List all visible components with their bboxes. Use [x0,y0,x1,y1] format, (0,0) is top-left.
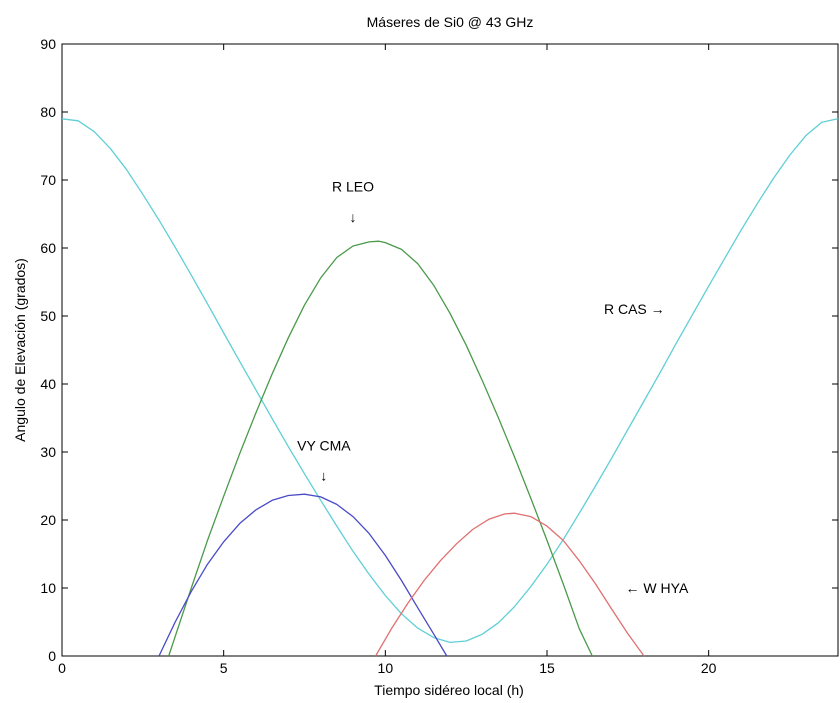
y-axis-label: Angulo de Elevación (grados) [12,258,28,442]
y-tick-label: 70 [40,172,56,188]
y-tick-label: 60 [40,240,56,256]
annotation-label: VY CMA [297,438,351,454]
series-line-whya [375,512,645,657]
chart-title: Máseres de Si0 @ 43 GHz [367,14,534,30]
x-tick-label: 5 [220,660,228,676]
y-tick-label: 50 [40,308,56,324]
y-tick-label: 10 [40,580,56,596]
annotation-label: R CAS → [604,301,665,317]
x-tick-label: 0 [58,660,66,676]
plot-area: 0 5 10 15 20 0 10 20 30 40 50 60 70 80 90 R LEO ↓ R CAS →… [40,36,839,676]
y-tick-label: 90 [40,36,56,52]
annotation-label: ↓ [350,209,357,225]
annotation-label: ↓ [320,468,327,484]
axes-box [61,43,839,657]
annotation-label: R LEO [332,179,374,195]
x-tick-label: 20 [701,660,717,676]
series-line-rcas [61,118,839,644]
y-tick-label: 0 [48,648,56,664]
y-tick-label: 30 [40,444,56,460]
y-tick-label: 20 [40,512,56,528]
series-line-rleo [168,240,593,657]
x-axis-label: Tiempo sidéreo local (h) [374,682,524,698]
annotation-label: ← W HYA [626,580,689,596]
series-line-vycma [158,493,448,657]
y-tick-label: 80 [40,104,56,120]
y-tick-label: 40 [40,376,56,392]
x-tick-label: 15 [539,660,555,676]
x-tick-label: 10 [378,660,394,676]
